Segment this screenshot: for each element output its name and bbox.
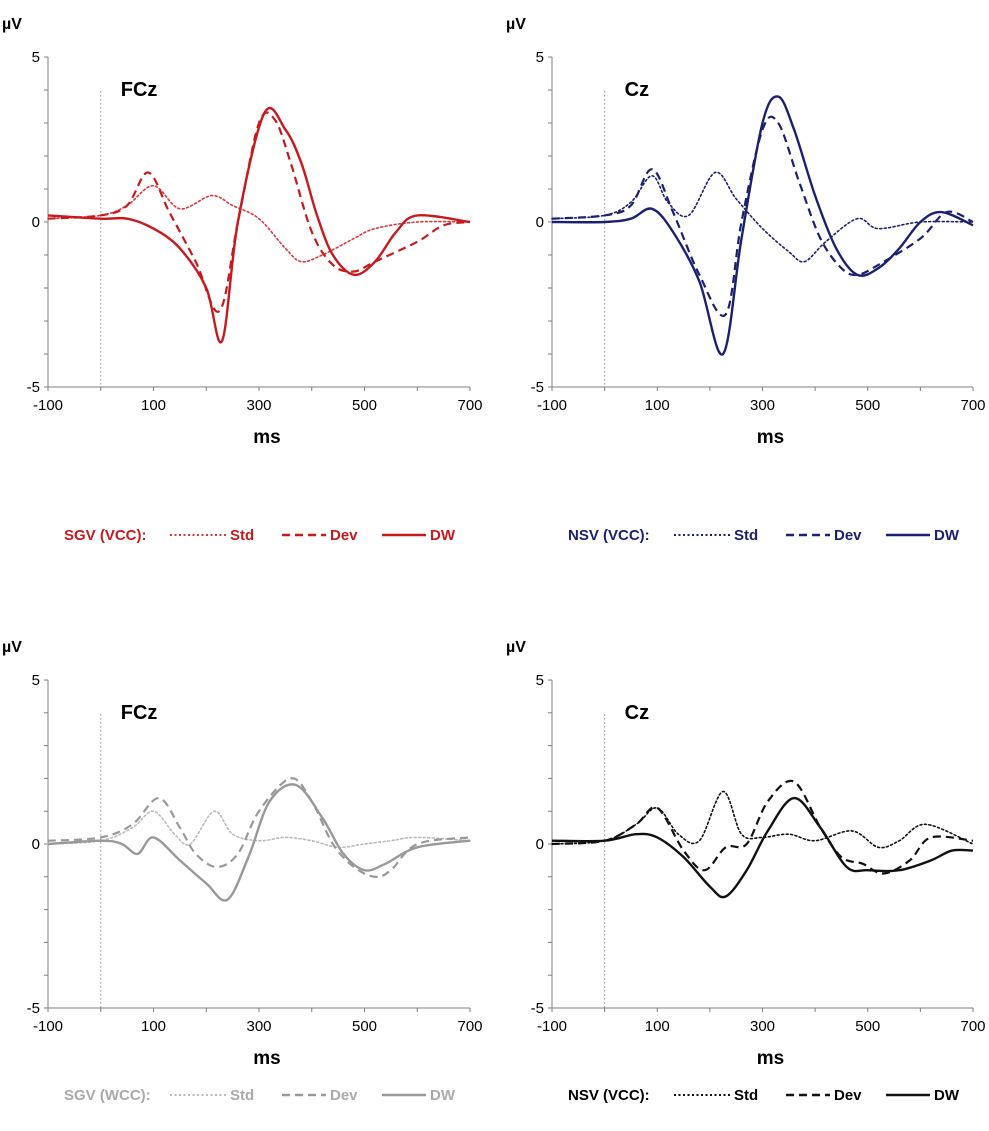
x-tick-label: -100 — [537, 397, 567, 414]
y-tick-label: -5 — [531, 1000, 544, 1017]
legend-label-dev: Dev — [834, 527, 862, 544]
y-tick-label: 5 — [536, 49, 544, 66]
legend-top-left: SGV (VCC): Std Dev DW — [64, 527, 456, 544]
series-line-dw — [551, 95, 974, 356]
y-tick-label: -5 — [27, 379, 40, 396]
x-tick-label: -100 — [537, 1018, 567, 1035]
x-tick-label: 300 — [246, 397, 271, 414]
series-line-std — [551, 171, 974, 263]
legend-label-dev: Dev — [330, 1087, 358, 1104]
x-axis-label: ms — [253, 427, 280, 448]
x-tick-label: 100 — [645, 1018, 670, 1035]
y-tick-label: 5 — [536, 672, 544, 689]
legend-label-std: Std — [734, 527, 758, 544]
x-tick-label: 500 — [855, 397, 880, 414]
x-tick-label: 300 — [246, 1018, 271, 1035]
chart-panel-bottom-left: 5 0 -5-100 100 300 500 700 µV ms FCz — [2, 639, 483, 1069]
y-tick-label: 0 — [32, 214, 40, 231]
electrode-label: FCz — [121, 702, 158, 724]
legend-bottom-left: SGV (WCC): Std Dev DW — [64, 1087, 456, 1104]
x-axis-label: ms — [253, 1048, 280, 1069]
series-line-dw — [47, 783, 471, 902]
x-tick-label: 100 — [645, 397, 670, 414]
legend-label-dev: Dev — [834, 1087, 862, 1104]
legend-label-dw: DW — [430, 1087, 456, 1104]
x-tick-label: 100 — [141, 1018, 166, 1035]
legend-label-dw: DW — [430, 527, 456, 544]
x-axis-label: ms — [757, 1048, 784, 1069]
legend-label-dev: Dev — [330, 527, 358, 544]
legend-group-label: SGV (WCC): — [64, 1087, 151, 1104]
series-line-dw — [47, 106, 471, 344]
x-axis-label: ms — [757, 427, 784, 448]
x-tick-label: 100 — [141, 397, 166, 414]
chart-panel-top-left: 5 0 -5-100 100 300 500 700 µV ms FCz — [2, 16, 483, 448]
series-line-dev — [47, 111, 471, 313]
series-line-dev — [47, 777, 471, 878]
legend-label-std: Std — [230, 527, 254, 544]
legend-bottom-right: NSV (VCC): Std Dev DW — [568, 1087, 960, 1104]
x-tick-label: 500 — [352, 397, 377, 414]
series-line-std — [47, 184, 471, 263]
legend-group-label: NSV (VCC): — [568, 527, 650, 544]
y-tick-label: 0 — [536, 214, 544, 231]
y-axis-label: µV — [2, 16, 22, 33]
series-line-dw — [551, 796, 974, 899]
legend-group-label: NSV (VCC): — [568, 1087, 650, 1104]
y-tick-label: 0 — [32, 836, 40, 853]
x-tick-label: 500 — [352, 1018, 377, 1035]
chart-panel-top-right: 5 0 -5-100 100 300 500 700 µV ms Cz — [506, 16, 986, 448]
legend-label-std: Std — [734, 1087, 758, 1104]
y-tick-label: 5 — [32, 49, 40, 66]
chart-panel-bottom-right: 5 0 -5-100 100 300 500 700 µV ms Cz — [506, 639, 986, 1069]
legend-label-dw: DW — [934, 1087, 960, 1104]
y-tick-label: 5 — [32, 672, 40, 689]
x-tick-label: 500 — [855, 1018, 880, 1035]
y-axis-label: µV — [2, 639, 22, 656]
x-tick-label: 300 — [750, 397, 775, 414]
x-tick-label: 700 — [457, 397, 482, 414]
x-tick-label: 700 — [960, 1018, 985, 1035]
y-axis-label: µV — [506, 639, 526, 656]
x-tick-label: -100 — [33, 397, 63, 414]
legend-label-std: Std — [230, 1087, 254, 1104]
series-line-dev — [551, 115, 974, 318]
electrode-label: Cz — [625, 702, 649, 724]
y-tick-label: 0 — [536, 836, 544, 853]
y-axis-label: µV — [506, 16, 526, 33]
x-tick-label: -100 — [33, 1018, 63, 1035]
y-tick-label: -5 — [531, 379, 544, 396]
legend-group-label: SGV (VCC): — [64, 527, 147, 544]
electrode-label: Cz — [625, 79, 649, 101]
x-tick-label: 700 — [457, 1018, 482, 1035]
legend-top-right: NSV (VCC): Std Dev DW — [568, 527, 960, 544]
series-line-dev — [551, 779, 974, 875]
x-tick-label: 300 — [750, 1018, 775, 1035]
x-tick-label: 700 — [960, 397, 985, 414]
y-tick-label: -5 — [27, 1000, 40, 1017]
electrode-label: FCz — [121, 79, 158, 101]
legend-label-dw: DW — [934, 527, 960, 544]
